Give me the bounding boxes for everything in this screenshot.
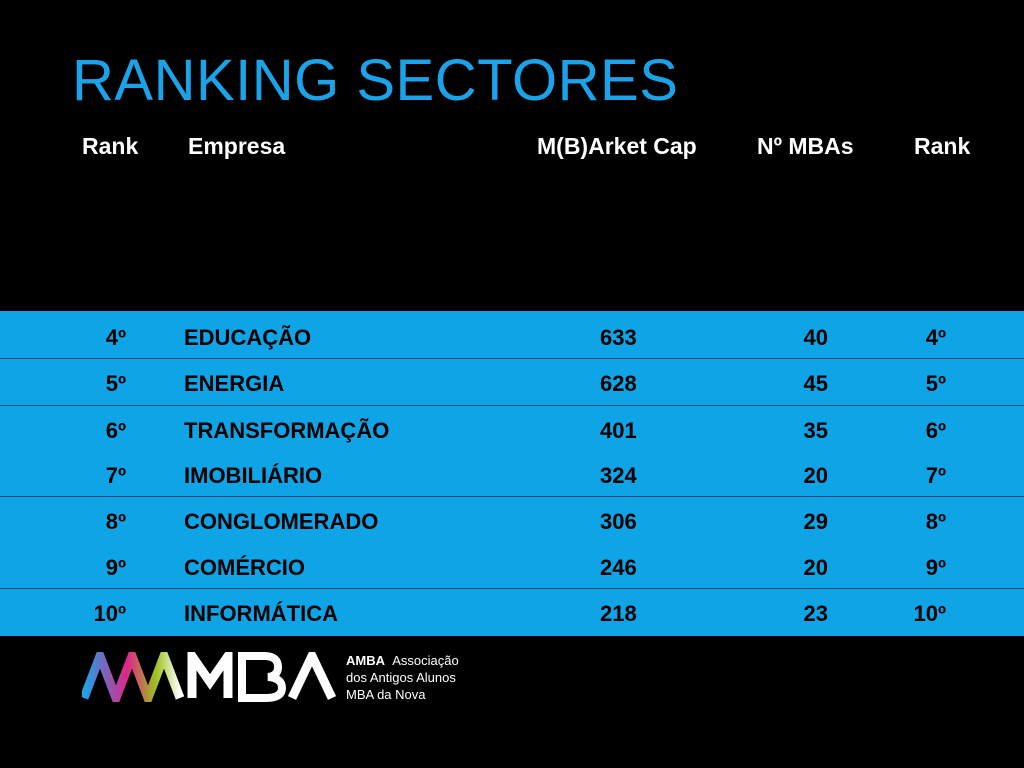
row-rank: 10º (93, 601, 126, 626)
row-num-mbas: 45 (803, 371, 828, 396)
header-rank-2: Rank (914, 133, 971, 159)
table-row: 6º TRANSFORMAÇÃO 401 35 6º (0, 406, 1024, 452)
row-rank-2: 9º (925, 555, 946, 580)
row-rank: 7º (105, 463, 126, 488)
row-num-mbas: 40 (803, 325, 828, 350)
row-num-mbas: 20 (803, 555, 828, 580)
row-divider (0, 358, 1024, 359)
row-sector: IMOBILIÁRIO (184, 463, 323, 488)
row-rank-2: 7º (925, 463, 946, 488)
row-num-mbas: 20 (803, 463, 828, 488)
row-rank-2: 4º (925, 325, 946, 350)
table-row: 8º CONGLOMERADO 306 29 8º (0, 497, 1024, 543)
row-market-cap: 306 (600, 509, 637, 534)
row-market-cap: 324 (600, 463, 637, 488)
row-sector: INFORMÁTICA (184, 601, 338, 626)
row-num-mbas: 23 (803, 601, 828, 626)
row-market-cap: 633 (600, 325, 637, 350)
row-rank: 9º (105, 555, 126, 580)
logo-caption: AMBA Associação dos Antigos Alunos MBA d… (346, 652, 459, 703)
row-divider (0, 496, 1024, 497)
row-market-cap: 218 (600, 601, 637, 626)
row-sector: COMÉRCIO (184, 555, 305, 580)
table-band (0, 311, 1024, 636)
row-num-mbas: 35 (803, 418, 828, 443)
table-row: 5º ENERGIA 628 45 5º (0, 359, 1024, 405)
table-row: 4º EDUCAÇÃO 633 40 4º (0, 313, 1024, 359)
row-divider (0, 588, 1024, 589)
logo-line-2: dos Antigos Alunos (346, 670, 456, 685)
row-rank: 8º (105, 509, 126, 534)
row-market-cap: 628 (600, 371, 637, 396)
amba-logo-icon (82, 652, 337, 702)
logo-line-1: Associação (392, 653, 459, 668)
row-rank-2: 5º (925, 371, 946, 396)
row-divider (0, 405, 1024, 406)
row-num-mbas: 29 (803, 509, 828, 534)
row-rank-2: 6º (925, 418, 946, 443)
table-row: 9º COMÉRCIO 246 20 9º (0, 543, 1024, 589)
logo-line-3: MBA da Nova (346, 687, 426, 702)
row-rank-2: 10º (913, 601, 946, 626)
row-rank: 5º (105, 371, 126, 396)
page-title: RANKING SECTORES (72, 48, 679, 113)
row-sector: EDUCAÇÃO (184, 325, 312, 350)
header-market-cap: M(B)Arket Cap (537, 133, 697, 159)
table-row: 7º IMOBILIÁRIO 324 20 7º (0, 451, 1024, 497)
row-rank-2: 8º (925, 509, 946, 534)
row-market-cap: 246 (600, 555, 637, 580)
table-row: 10º INFORMÁTICA 218 23 10º (0, 589, 1024, 635)
row-sector: TRANSFORMAÇÃO (184, 418, 390, 443)
row-rank: 6º (105, 418, 126, 443)
row-market-cap: 401 (600, 418, 637, 443)
row-sector: CONGLOMERADO (184, 509, 379, 534)
row-sector: ENERGIA (184, 371, 285, 396)
header-rank: Rank (82, 133, 139, 159)
header-empresa: Empresa (188, 133, 286, 159)
row-rank: 4º (105, 325, 126, 350)
header-num-mbas: Nº MBAs (757, 133, 854, 159)
logo-brand: AMBA (346, 653, 385, 668)
